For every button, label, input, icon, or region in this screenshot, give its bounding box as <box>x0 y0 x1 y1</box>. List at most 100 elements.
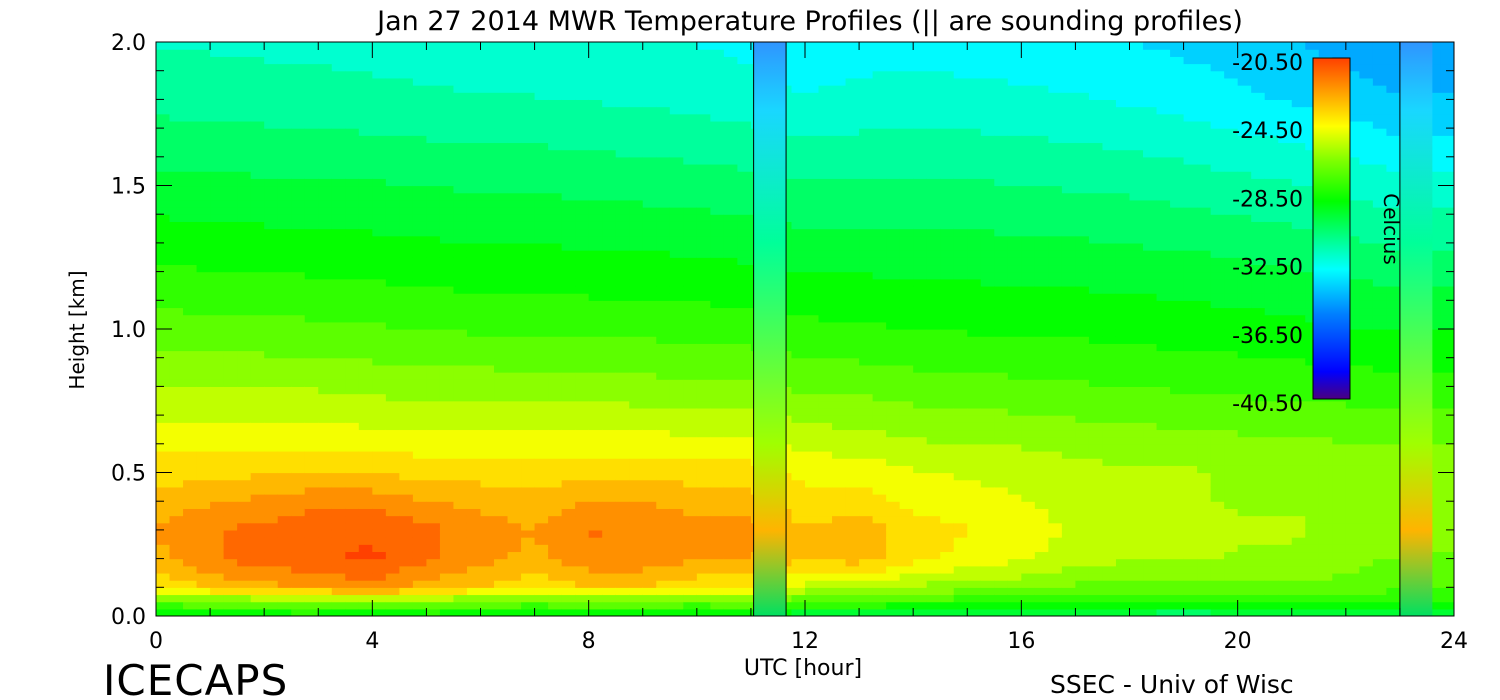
heatmap-cell <box>521 501 536 509</box>
heatmap-cell <box>832 56 847 65</box>
heatmap-cell <box>710 42 725 50</box>
heatmap-cell <box>940 407 955 416</box>
heatmap-cell <box>210 142 225 151</box>
heatmap-cell <box>210 608 225 616</box>
heatmap-cell <box>683 422 698 431</box>
heatmap-cell <box>318 551 333 560</box>
heatmap-cell <box>899 300 914 309</box>
heatmap-cell <box>156 77 171 86</box>
heatmap-cell <box>980 544 995 553</box>
heatmap-cell <box>845 343 860 352</box>
heatmap-cell <box>696 221 711 230</box>
heatmap-cell <box>791 128 806 136</box>
heatmap-cell <box>994 450 1009 459</box>
heatmap-cell <box>358 85 373 93</box>
heatmap-cell <box>845 149 860 158</box>
heatmap-cell <box>291 171 306 179</box>
heatmap-cell <box>156 400 171 409</box>
heatmap-cell <box>980 221 995 230</box>
heatmap-cell <box>832 436 847 445</box>
heatmap-cell <box>196 321 211 330</box>
heatmap-cell <box>210 415 225 423</box>
heatmap-cell <box>926 214 941 222</box>
heatmap-cell <box>859 472 874 481</box>
heatmap-cell <box>534 285 549 294</box>
heatmap-cell <box>331 321 346 330</box>
heatmap-cell <box>588 70 603 79</box>
heatmap-cell <box>913 192 928 201</box>
heatmap-cell <box>412 199 428 208</box>
heatmap-cell <box>439 142 455 151</box>
heatmap-cell <box>656 551 671 560</box>
heatmap-cell <box>953 300 968 309</box>
heatmap-cell <box>575 163 590 172</box>
heatmap-cell <box>629 350 644 359</box>
heatmap-cell <box>453 436 468 445</box>
heatmap-cell <box>859 372 874 380</box>
heatmap-cell <box>210 529 225 538</box>
heatmap-cell <box>372 178 387 187</box>
heatmap-cell <box>466 400 482 409</box>
heatmap-cell <box>967 149 982 158</box>
heatmap-cell <box>602 558 617 567</box>
heatmap-cell <box>223 178 238 187</box>
heatmap-cell <box>629 572 644 581</box>
heatmap-cell <box>264 494 279 502</box>
heatmap-cell <box>561 106 576 115</box>
heatmap-cell <box>156 436 171 445</box>
heatmap-cell <box>291 529 306 538</box>
heatmap-cell <box>859 135 874 144</box>
heatmap-cell <box>737 372 752 380</box>
heatmap-cell <box>196 522 211 531</box>
heatmap-cell <box>656 422 671 431</box>
heatmap-cell <box>345 49 360 57</box>
heatmap-cell <box>696 429 711 438</box>
heatmap-cell <box>250 120 265 129</box>
heatmap-cell <box>642 594 657 603</box>
heatmap-cell <box>913 450 928 459</box>
heatmap-cell <box>913 56 928 65</box>
heatmap-cell <box>196 307 211 316</box>
heatmap-cell <box>629 199 644 208</box>
heatmap-cell <box>358 429 373 438</box>
heatmap-cell <box>385 293 400 301</box>
heatmap-cell <box>372 565 387 574</box>
heatmap-cell <box>723 544 738 553</box>
heatmap-cell <box>737 608 752 616</box>
heatmap-cell <box>183 307 198 316</box>
heatmap-cell <box>304 207 319 215</box>
heatmap-cell <box>372 221 387 230</box>
heatmap-cell <box>385 393 400 402</box>
heatmap-cell <box>169 336 184 344</box>
heatmap-cell <box>521 407 536 416</box>
heatmap-cell <box>358 407 373 416</box>
heatmap-cell <box>899 551 914 560</box>
heatmap-cell <box>602 494 617 502</box>
heatmap-cell <box>669 357 684 366</box>
heatmap-cell <box>237 465 252 474</box>
heatmap-cell <box>723 235 738 244</box>
heatmap-cell <box>805 544 820 553</box>
heatmap-cell <box>466 278 482 287</box>
heatmap-cell <box>466 321 482 330</box>
heatmap-cell <box>210 400 225 409</box>
heatmap-cell <box>615 386 630 395</box>
heatmap-cell <box>615 221 630 230</box>
heatmap-cell <box>859 42 874 50</box>
heatmap-cell <box>940 214 955 222</box>
heatmap-cell <box>534 135 549 144</box>
heatmap-cell <box>845 350 860 359</box>
heatmap-cell <box>818 307 833 316</box>
heatmap-cell <box>453 494 468 502</box>
heatmap-cell <box>264 199 279 208</box>
heatmap-cell <box>859 458 874 466</box>
heatmap-cell <box>439 185 455 194</box>
heatmap-cell <box>439 242 455 251</box>
heatmap-cell <box>291 149 306 158</box>
heatmap-cell <box>210 321 225 330</box>
heatmap-cell <box>913 343 928 352</box>
heatmap-cell <box>953 257 968 266</box>
heatmap-cell <box>426 257 441 266</box>
heatmap-cell <box>345 120 360 129</box>
heatmap-cell <box>953 228 968 237</box>
